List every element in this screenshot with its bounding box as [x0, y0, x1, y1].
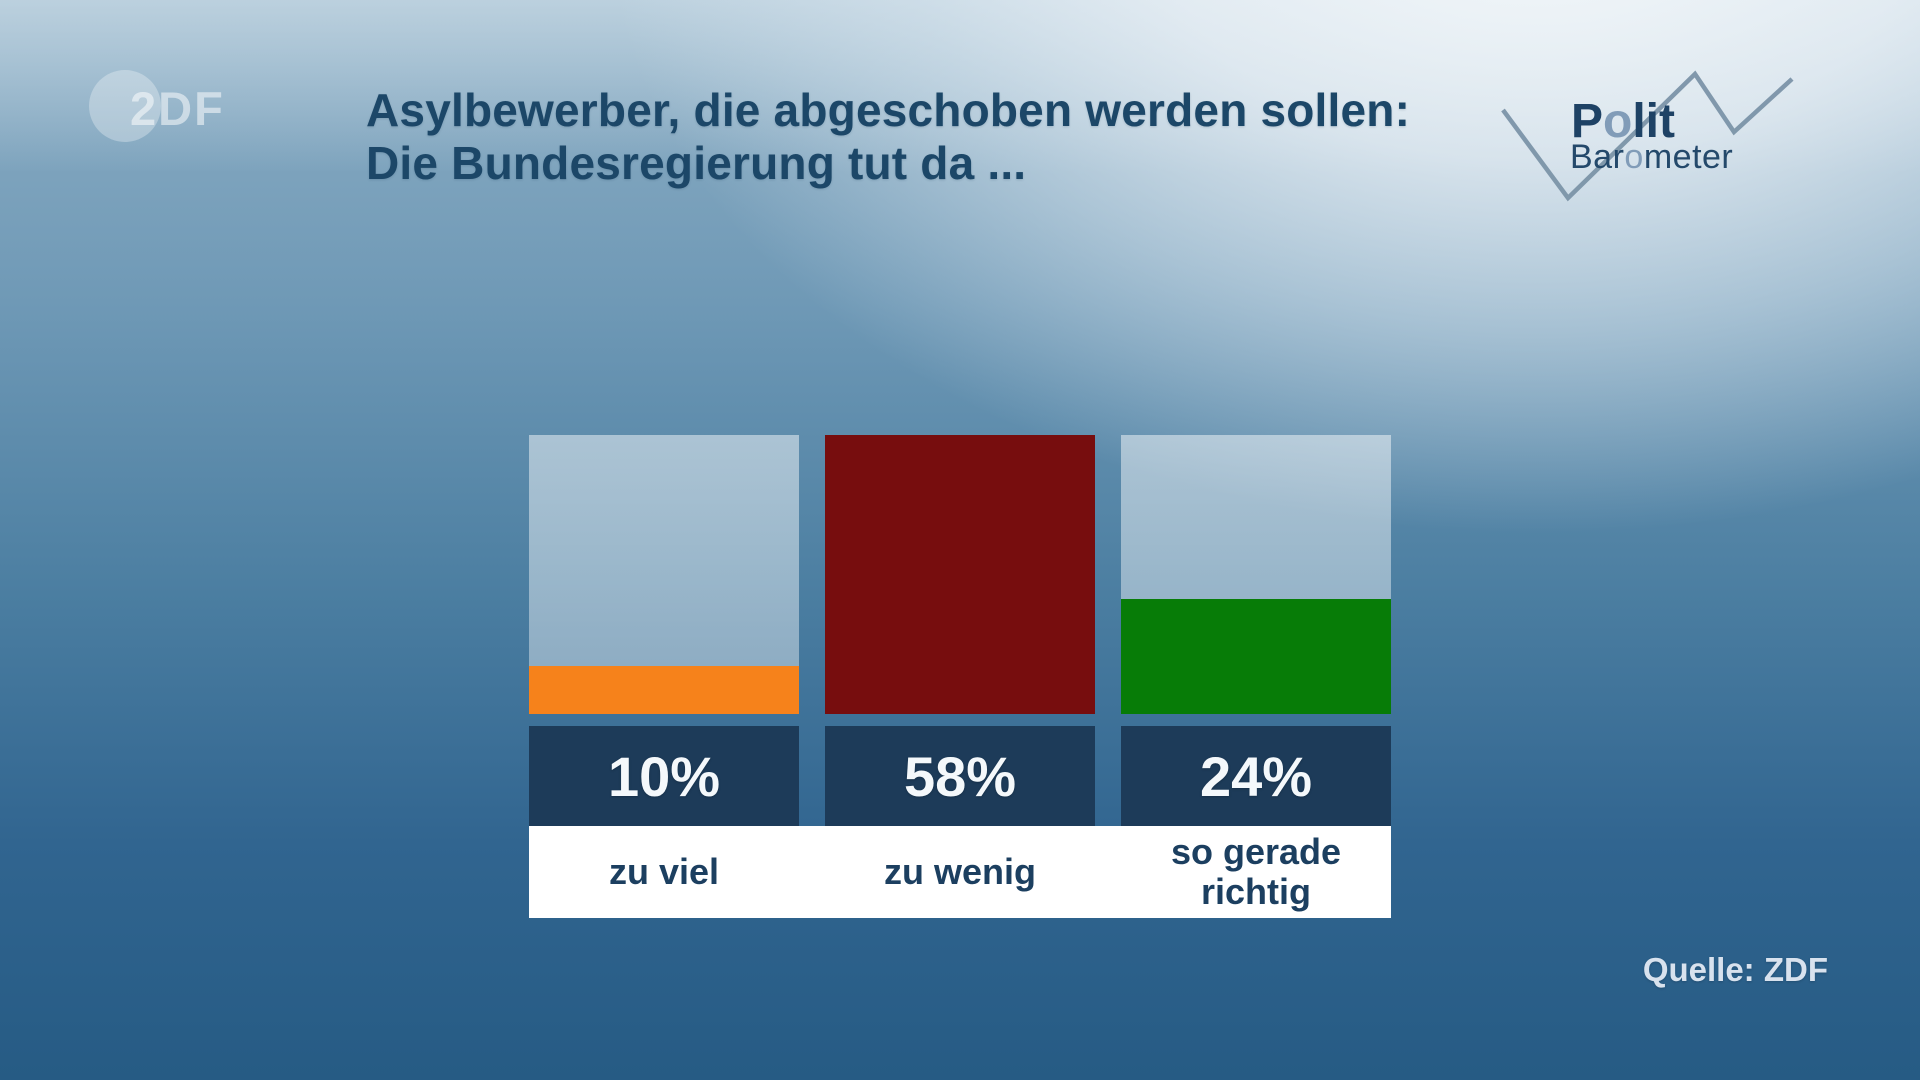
- polit-text: Polit: [1571, 95, 1675, 148]
- value-row: 10% 58% 24%: [529, 714, 1391, 826]
- category-label: zu wenig: [884, 851, 1036, 892]
- zigzag-line-icon: [1501, 70, 1794, 202]
- value-badge: 58%: [825, 726, 1095, 826]
- value-badge: 10%: [529, 726, 799, 826]
- bar-track: [529, 435, 799, 714]
- title-line-1: Asylbewerber, die abgeschoben werden sol…: [366, 84, 1411, 136]
- bar-fill-zu-viel: [529, 665, 799, 714]
- chart-title: Asylbewerber, die abgeschoben werden sol…: [366, 84, 1410, 190]
- title-line-2: Die Bundesregierung tut da ...: [366, 137, 1027, 189]
- politbarometer-logo: Polit Barometer: [1501, 70, 1794, 202]
- bar-fill-so-gerade-richtig: [1121, 598, 1391, 714]
- zdf-logo-circle: [89, 70, 161, 142]
- category-label-band: zu viel zu wenig so gerade richtig: [529, 826, 1391, 918]
- category-label: so gerade richtig: [1170, 831, 1342, 912]
- barometer-text: Barometer: [1570, 138, 1733, 176]
- zdf-logo-text: 2DF: [130, 82, 225, 135]
- bar-track: [1121, 435, 1391, 714]
- bar-track: [825, 435, 1095, 714]
- zdf-logo: 2DF: [89, 70, 225, 142]
- source-label: Quelle: ZDF: [1642, 951, 1828, 988]
- bar-track-row: [529, 435, 1391, 714]
- bar-fill-zu-wenig: [825, 435, 1095, 714]
- value-badge: 24%: [1121, 726, 1391, 826]
- category-label: zu viel: [608, 851, 720, 892]
- bar-chart: 10% 58% 24% zu viel zu wenig so gerade r…: [529, 435, 1391, 918]
